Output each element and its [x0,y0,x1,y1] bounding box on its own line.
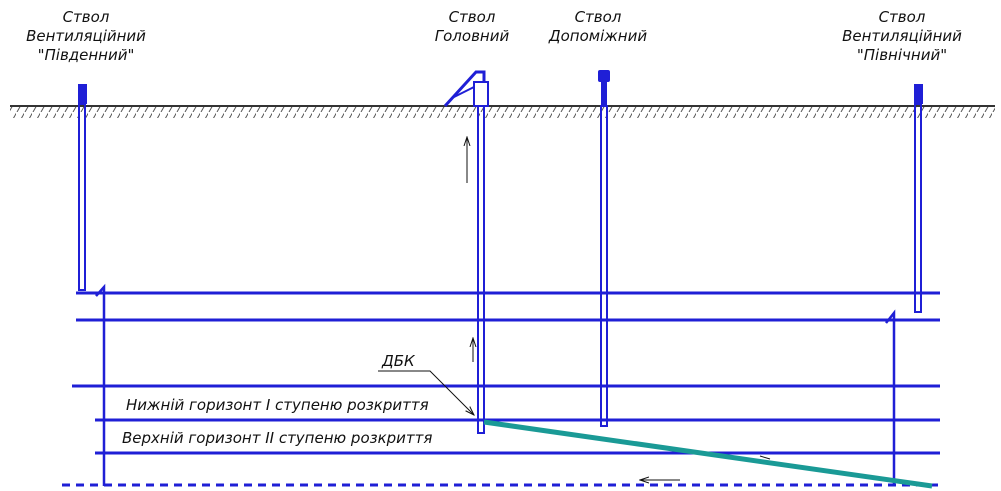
main-shaft-label-2: Головний [435,27,510,45]
shaft-north-trunk [915,104,921,312]
shaft-south-trunk [79,104,85,290]
main-shaft-trunk [478,106,484,433]
south-shaft-label-2: Вентиляційний [26,27,146,45]
shaft-north-headframe [914,84,923,104]
raise-right [886,313,894,486]
dbk-label: ДБК [381,352,416,370]
shaft-south-headframe [78,84,87,104]
south-shaft-label-3: "Південний" [38,46,135,64]
small-arrow-icon [760,456,770,459]
north-shaft-label-1: Ствол [879,8,926,26]
shaft-main [445,72,488,433]
auxiliary-shaft-label-2: Допоміжний [548,27,647,45]
main-shaft-label-1: Ствол [449,8,496,26]
ground-surface [10,106,995,118]
shaft-north-ventilation [914,84,923,312]
upper-horizon-label: Верхній горизонт ІІ ступеню розкриття [122,429,432,447]
south-shaft-label-1: Ствол [63,8,110,26]
north-shaft-label-2: Вентиляційний [842,27,962,45]
north-shaft-label-3: "Північний" [857,46,947,64]
auxiliary-shaft-trunk [601,106,607,426]
lower-horizon-label: Нижній горизонт І ступеню розкриття [126,396,429,414]
main-headframe-building [474,82,488,106]
auxiliary-shaft-label-1: Ствол [575,8,622,26]
auxiliary-headframe [598,70,610,82]
shaft-auxiliary [598,70,610,426]
